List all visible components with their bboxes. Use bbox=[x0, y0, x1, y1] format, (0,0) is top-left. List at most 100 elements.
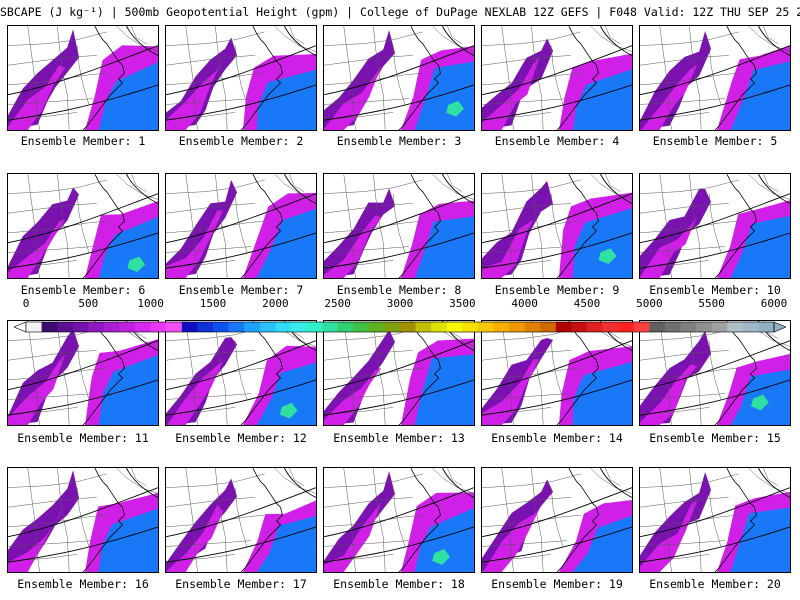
state-border-line bbox=[708, 340, 722, 400]
state-border-line bbox=[324, 72, 423, 86]
map-canvas bbox=[324, 174, 474, 278]
geopotential-height-contour bbox=[600, 174, 632, 204]
state-border-line bbox=[482, 246, 567, 253]
offshore-cape-core bbox=[730, 215, 790, 278]
colorbar-tick-label: 500 bbox=[78, 297, 99, 310]
offshore-cape-core bbox=[98, 354, 158, 425]
geopotential-height-contour bbox=[482, 45, 632, 96]
colorbar-swatch bbox=[353, 322, 370, 332]
state-border-line bbox=[640, 473, 739, 488]
state-border-line bbox=[8, 473, 107, 488]
state-border-line bbox=[8, 497, 97, 508]
offshore-cape-core bbox=[730, 507, 790, 572]
colorbar-tick-label: 3000 bbox=[386, 297, 414, 310]
state-border-line bbox=[324, 98, 409, 105]
state-border-line bbox=[708, 487, 722, 547]
state-border-line bbox=[27, 26, 40, 130]
offshore-cape-core bbox=[572, 69, 632, 130]
state-border-line bbox=[8, 31, 107, 46]
geopotential-height-contour bbox=[324, 340, 474, 391]
colorbar-tick-label: 4500 bbox=[573, 297, 601, 310]
state-border-line bbox=[8, 98, 93, 105]
state-border-line bbox=[131, 26, 147, 44]
state-border-line bbox=[447, 174, 463, 192]
state-border-line bbox=[324, 514, 423, 528]
geopotential-height-contour bbox=[284, 26, 316, 56]
geopotential-height-contour bbox=[600, 26, 632, 56]
offshore-cape-peak bbox=[446, 100, 465, 117]
state-border-line bbox=[531, 174, 544, 278]
state-border-line bbox=[763, 174, 779, 192]
state-border-line bbox=[324, 540, 409, 547]
state-border-line bbox=[76, 193, 90, 253]
coastline bbox=[82, 468, 125, 572]
map-canvas bbox=[324, 26, 474, 130]
colorbar: 0 500 1000 1500 2000 2500 3000 3500 4000 4500 5000… bbox=[14, 297, 787, 333]
map-canvas bbox=[8, 321, 158, 425]
colorbar-swatch bbox=[696, 322, 712, 332]
ensemble-member-label: Ensemble Member: 17 bbox=[175, 577, 307, 591]
geopotential-height-contour bbox=[640, 340, 790, 391]
state-border-line bbox=[57, 468, 70, 572]
state-border-line bbox=[234, 193, 248, 253]
geopotential-height-contour bbox=[640, 526, 790, 563]
state-border-line bbox=[640, 179, 739, 194]
ensemble-member-map-6 bbox=[7, 173, 159, 279]
state-border-line bbox=[324, 367, 423, 381]
state-border-line bbox=[373, 174, 386, 278]
state-border-line bbox=[166, 98, 251, 105]
state-border-line bbox=[8, 514, 107, 528]
colorbar-swatch bbox=[540, 322, 557, 332]
ensemble-member-label: Ensemble Member: 5 bbox=[652, 134, 778, 148]
state-border-line bbox=[166, 31, 265, 46]
coastline bbox=[398, 468, 441, 572]
map-canvas bbox=[482, 174, 632, 278]
ensemble-member-map-3 bbox=[323, 25, 475, 131]
map-canvas bbox=[640, 174, 790, 278]
state-border-line bbox=[8, 350, 97, 361]
state-border-line bbox=[289, 26, 305, 44]
ensemble-member-label: Ensemble Member: 19 bbox=[491, 577, 623, 591]
state-border-line bbox=[501, 174, 514, 278]
colorbar-swatch bbox=[306, 322, 323, 332]
state-border-line bbox=[234, 487, 248, 547]
colorbar-swatch bbox=[587, 322, 603, 332]
state-border-line bbox=[640, 393, 725, 400]
state-border-line bbox=[166, 203, 255, 214]
state-border-line bbox=[234, 45, 248, 105]
colorbar-swatch bbox=[337, 322, 354, 332]
state-border-line bbox=[57, 174, 70, 278]
coastline bbox=[556, 321, 599, 425]
colorbar-swatch bbox=[477, 322, 494, 332]
colorbar-swatch bbox=[633, 322, 650, 332]
ensemble-member-label: Ensemble Member: 4 bbox=[494, 134, 620, 148]
coastline bbox=[398, 174, 441, 278]
state-border-line bbox=[8, 367, 107, 381]
state-border-line bbox=[531, 321, 544, 425]
map-canvas bbox=[166, 321, 316, 425]
state-border-line bbox=[166, 497, 255, 508]
coastline bbox=[240, 26, 283, 130]
cape-band-outer bbox=[324, 30, 396, 130]
ensemble-member-map-10 bbox=[639, 173, 791, 279]
state-border-line bbox=[234, 340, 248, 400]
state-border-line bbox=[8, 246, 93, 253]
state-border-line bbox=[659, 174, 672, 278]
geopotential-height-contour bbox=[640, 487, 790, 538]
state-border-line bbox=[215, 468, 228, 572]
colorbar-swatch bbox=[462, 322, 479, 332]
colorbar-swatch bbox=[88, 322, 105, 332]
cape-band-inner bbox=[640, 500, 698, 572]
ensemble-member-label: Ensemble Member: 7 bbox=[178, 283, 304, 297]
ensemble-member-map-19 bbox=[481, 467, 633, 573]
state-border-line bbox=[482, 220, 581, 234]
colorbar-swatch bbox=[384, 322, 401, 332]
cape-band-outer bbox=[166, 478, 238, 572]
ensemble-member-map-12 bbox=[165, 320, 317, 426]
colorbar-swatch bbox=[57, 322, 74, 332]
cape-band-inner bbox=[324, 502, 382, 572]
state-border-line bbox=[482, 497, 571, 508]
offshore-cape-core bbox=[572, 515, 632, 572]
geopotential-height-contour bbox=[442, 174, 474, 204]
colorbar-swatch bbox=[135, 322, 151, 332]
